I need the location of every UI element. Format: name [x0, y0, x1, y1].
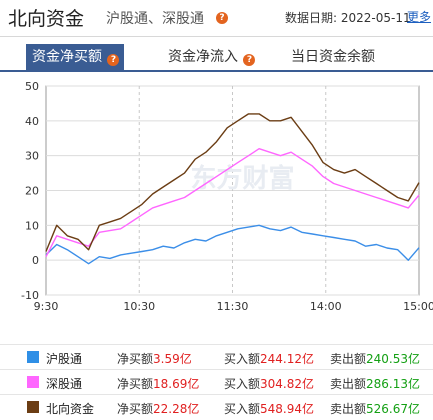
series-line: [45, 113, 420, 252]
x-tick-label: 14:00: [310, 300, 342, 312]
x-tick-label: 10:30: [123, 300, 155, 312]
tab-label: 当日资金余额: [291, 49, 375, 65]
help-icon[interactable]: ?: [243, 54, 256, 66]
more-link[interactable]: 更多: [407, 10, 432, 24]
header-divider: [0, 36, 433, 37]
sell-amount: 卖出额240.53亿: [330, 352, 421, 366]
x-tick-label: 11:30: [217, 300, 249, 312]
tab-label: 资金净流入: [168, 49, 238, 65]
legend-table: 沪股通 净买额3.59亿 买入额244.12亿 卖出额240.53亿 深股通 净…: [0, 344, 433, 418]
y-tick-label: 20: [25, 185, 39, 198]
swatch-icon: [27, 401, 39, 413]
tab-balance[interactable]: 当日资金余额: [291, 44, 375, 70]
legend-row-sgt: 深股通 净买额18.69亿 买入额304.82亿 卖出额286.13亿: [0, 369, 433, 395]
data-date: 数据日期: 2022-05-11: [285, 11, 411, 25]
watermark: 东方财富: [190, 163, 294, 194]
y-tick-label: 0: [32, 254, 39, 267]
series-line: [45, 147, 420, 258]
y-tick-label: 50: [25, 80, 39, 93]
line-chart: 50 40 30 20 10 0 -109:30 10:30 11:30 14:00 15:00 东方…: [21, 80, 433, 313]
x-tick-label: 9:30: [34, 300, 59, 312]
series-name: 沪股通: [46, 352, 83, 366]
subtitle: 沪股通、深股通: [106, 11, 204, 27]
y-tick-label: -10: [21, 289, 39, 302]
series-name: 深股通: [46, 377, 83, 391]
legend-row-hgt: 沪股通 净买额3.59亿 买入额244.12亿 卖出额240.53亿: [0, 344, 433, 370]
net-buy: 净买额18.69亿: [117, 377, 200, 391]
tab-net-buy[interactable]: 资金净买额 ?: [26, 44, 125, 70]
tab-underline: [0, 70, 433, 72]
legend-row-north: 北向资金 净买额22.28亿 买入额548.94亿 卖出额526.67亿: [0, 394, 433, 420]
sell-amount: 卖出额526.67亿: [330, 402, 421, 416]
swatch-icon: [27, 376, 39, 388]
tab-net-inflow[interactable]: 资金净流入 ?: [168, 44, 256, 70]
swatch-icon: [27, 351, 39, 363]
series-line: [45, 224, 420, 265]
y-tick-label: 40: [25, 115, 39, 128]
help-icon[interactable]: ?: [216, 12, 228, 24]
y-tick-label: 10: [25, 219, 39, 232]
tab-bar: 资金净买额 ? 资金净流入 ? 当日资金余额: [0, 44, 433, 70]
buy-amount: 买入额548.94亿: [224, 402, 315, 416]
header: 北向资金 沪股通、深股通 ? 数据日期: 2022-05-11 更多: [0, 0, 433, 36]
chart-area: 50 40 30 20 10 0 -10 9:30 10:30 11:30 14:00 15:00 东方…: [0, 72, 433, 313]
tab-label: 资金净买额: [32, 49, 102, 65]
y-tick-label: 30: [25, 150, 39, 163]
help-icon[interactable]: ?: [107, 54, 120, 66]
net-buy: 净买额3.59亿: [117, 352, 192, 366]
series-name: 北向资金: [46, 402, 95, 416]
page-title: 北向资金: [8, 8, 85, 30]
net-buy: 净买额22.28亿: [117, 402, 200, 416]
x-tick-label: 15:00: [403, 300, 433, 312]
sell-amount: 卖出额286.13亿: [330, 377, 421, 391]
buy-amount: 买入额304.82亿: [224, 377, 315, 391]
buy-amount: 买入额244.12亿: [224, 352, 315, 366]
